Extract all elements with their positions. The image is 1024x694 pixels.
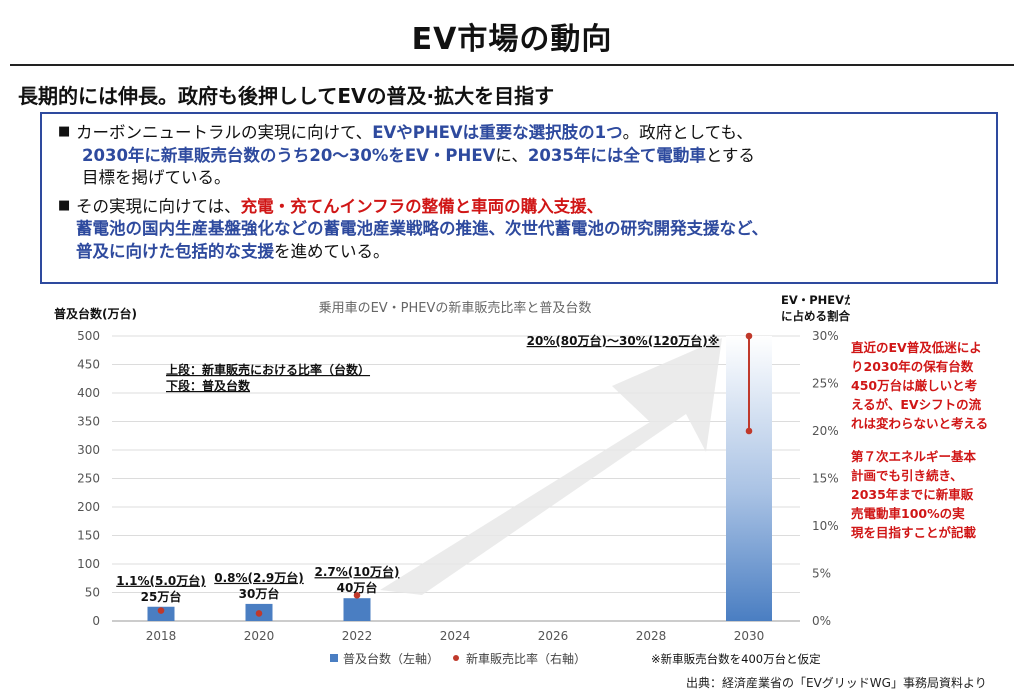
right-note: 直近のEV普及低迷によ り2030年の保有台数 450万台は厳しいと考 えるが、… xyxy=(851,338,1023,556)
source-citation: 出典：経済産業省の「EVグリッドWG」事務局資料より xyxy=(686,676,987,690)
y-tick-label: 450 xyxy=(77,358,100,372)
page-title: EV市場の動向 xyxy=(411,22,613,57)
trend-arrow-shape xyxy=(380,338,722,595)
page-subtitle: 長期的には伸長。政府も後押ししてEVの普及·拡大を目指す xyxy=(18,84,555,108)
legend-bar-label: 普及台数（左軸） xyxy=(343,651,439,666)
summary-highlight: 2030年に新車販売台数のうち20～30%をEV・PHEV xyxy=(82,145,496,165)
ratio-point-2030-high xyxy=(745,332,753,340)
summary-bullet-1: ■ カーボンニュートラルの実現に向けて、EVやPHEVは重要な選択肢の1つ。政府… xyxy=(58,122,982,190)
y-tick-label: 500 xyxy=(77,329,100,343)
target-range-label: 20%(80万台)～30%(120万台)※ xyxy=(527,333,720,348)
y-axis-label: 普及台数(万台) xyxy=(54,306,137,321)
bullet-square-icon: ■ xyxy=(58,197,71,213)
y2-tick-label: 30% xyxy=(812,329,839,343)
y2-tick-label: 25% xyxy=(812,377,839,391)
bar-2022 xyxy=(343,598,371,621)
x-tick-label: 2020 xyxy=(244,629,275,643)
legend-layer: 普及台数（左軸） 新車販売比率（右軸） ※新車販売台数を400万台と仮定 xyxy=(330,651,821,666)
bar-value-label: 25万台 xyxy=(141,589,182,604)
legend-ratio-label: 新車販売比率（右軸） xyxy=(466,651,586,666)
summary-text: 目標を掲げている。 xyxy=(82,168,231,187)
x-tick-label: 2028 xyxy=(636,629,667,643)
legend-ratio-swatch xyxy=(453,655,459,661)
summary-highlight: 2035年には全て電動車 xyxy=(527,145,706,165)
bullet-square-icon: ■ xyxy=(58,124,71,139)
legend-bar-swatch xyxy=(330,654,338,662)
summary-highlight: 充電・充てんインフラの整備と車両の購入支援、 xyxy=(240,196,604,216)
chart-title: 乗用車のEV・PHEVの新車販売比率と普及台数 xyxy=(319,300,592,316)
y-tick-label: 200 xyxy=(77,500,100,514)
y2-tick-label: 5% xyxy=(812,567,831,581)
bar-2018 xyxy=(147,606,175,621)
y-tick-label: 50 xyxy=(85,586,100,600)
right-note-paragraph-1: 直近のEV普及低迷によ り2030年の保有台数 450万台は厳しいと考 えるが、… xyxy=(851,340,989,431)
y2-tick-label: 10% xyxy=(812,519,839,533)
bar-value-label: 30万台 xyxy=(239,586,280,601)
legend-note-line: 上段：新車販売における比率（台数） xyxy=(166,362,370,377)
bars-layer xyxy=(147,336,772,621)
x-tick-label: 2024 xyxy=(440,629,471,643)
ratio-point-2018 xyxy=(157,607,165,614)
y-tick-label: 300 xyxy=(77,443,100,457)
y2-tick-label: 20% xyxy=(812,424,839,438)
y2-tick-label: 0% xyxy=(812,614,831,628)
x-tick-label: 2018 xyxy=(146,629,177,643)
ratio-layer xyxy=(157,332,753,617)
ratio-point-2022 xyxy=(353,592,361,599)
ratio-value-label: 0.8%(2.9万台) xyxy=(214,570,304,585)
ratio-value-label: 1.1%(5.0万台) xyxy=(116,573,206,588)
summary-text: その実現に向けては、 xyxy=(76,196,241,216)
y-tick-label: 100 xyxy=(77,557,100,571)
summary-text: を進めている。 xyxy=(274,241,390,261)
title-divider xyxy=(10,64,1014,66)
summary-text: 。政府としても、 xyxy=(622,123,753,142)
y-tick-label: 250 xyxy=(77,472,100,486)
ratio-point-2020 xyxy=(255,610,263,617)
summary-bullet-2: ■ その実現に向けては、充電・充てんインフラの整備と車両の購入支援、 蓄電池の国… xyxy=(58,196,982,264)
summary-text: に、 xyxy=(495,145,528,165)
summary-text: とする xyxy=(705,145,755,165)
y-tick-label: 400 xyxy=(77,386,100,400)
summary-text: カーボンニュートラルの実現に向けて、 xyxy=(76,123,373,142)
x-tick-label: 2026 xyxy=(538,629,569,643)
ratio-value-label: 2.7%(10万台) xyxy=(315,564,400,579)
x-tick-label: 2030 xyxy=(734,629,765,643)
chart-footnote: ※新車販売台数を400万台と仮定 xyxy=(651,652,821,666)
summary-highlight: 普及に向けた包括的な支援 xyxy=(76,241,274,261)
legend-note-line: 下段：普及台数 xyxy=(166,378,251,393)
x-tick-label: 2022 xyxy=(342,629,373,643)
summary-box: ■ カーボンニュートラルの実現に向けて、EVやPHEVは重要な選択肢の1つ。政府… xyxy=(40,112,998,284)
axis-layer: 乗用車のEV・PHEVの新車販売比率と普及台数 普及台数(万台) EV・PHEVが新… xyxy=(54,293,850,643)
summary-highlight: 蓄電池の国内生産基盤強化などの蓄電池産業戦略の推進、次世代蓄電池の研究開発支援な… xyxy=(76,219,769,238)
y-tick-label: 150 xyxy=(77,529,100,543)
summary-highlight: EVやPHEVは重要な選択肢の1つ xyxy=(372,123,623,142)
y2-tick-label: 15% xyxy=(812,472,839,486)
y2-axis-label: EV・PHEVが新車販売 xyxy=(781,293,850,307)
right-note-paragraph-2: 第７次エネルギー基本 計画でも引き続き、 2035年までに新車販 売電動車100… xyxy=(851,449,977,540)
y-tick-label: 0 xyxy=(92,614,100,628)
y2-axis-label: に占める割合（%） xyxy=(781,309,850,323)
ratio-point-2030-low xyxy=(745,427,753,435)
y-tick-label: 350 xyxy=(77,415,100,429)
bar-value-label: 40万台 xyxy=(337,580,378,595)
